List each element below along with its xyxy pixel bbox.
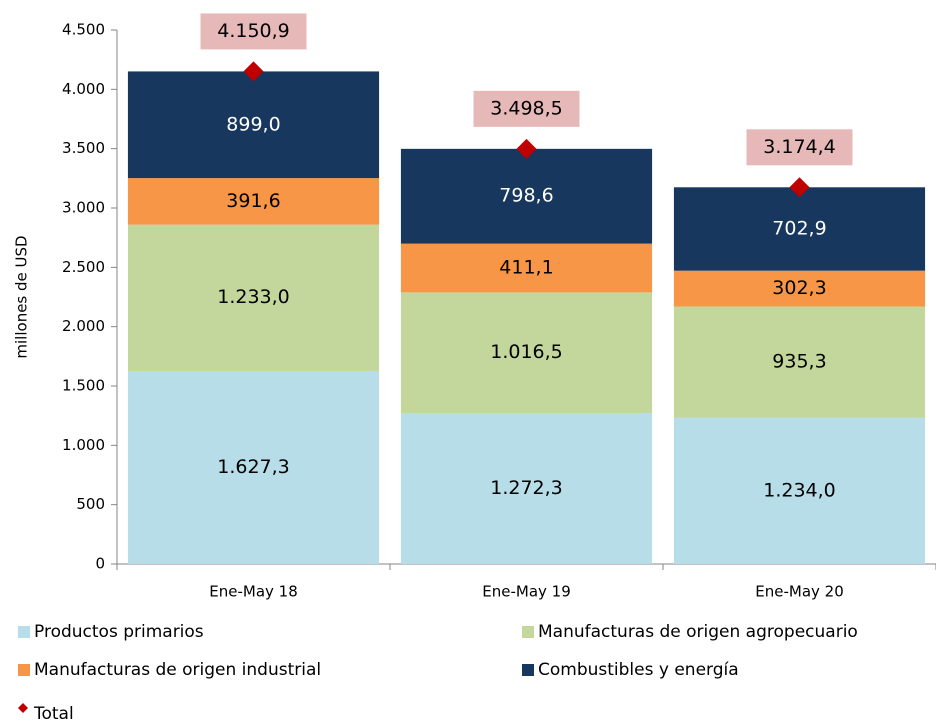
legend-label: Combustibles y energía (538, 660, 739, 680)
data-label: 411,1 (499, 257, 553, 279)
data-label: 1.016,5 (490, 341, 563, 363)
y-tick-label: 4.500 (62, 21, 105, 39)
y-tick-label: 1.500 (62, 377, 105, 395)
bar-segment (673, 187, 926, 271)
legend-swatch (522, 626, 534, 638)
total-marker (516, 138, 537, 159)
y-axis-label: millones de USD (13, 235, 31, 358)
legend-label: Productos primarios (34, 622, 204, 642)
bar-segment (400, 413, 653, 564)
bar-segment (400, 292, 653, 414)
data-label: 899,0 (226, 113, 280, 135)
legend-label: Total (33, 704, 74, 723)
data-label: 1.627,3 (217, 456, 290, 478)
data-label: 1.272,3 (490, 477, 563, 499)
y-tick-label: 1.000 (62, 436, 105, 454)
total-label-box (746, 129, 853, 166)
bar-segment (673, 417, 926, 564)
total-label-box (473, 90, 580, 127)
bar-segment (127, 370, 380, 564)
data-label: 1.233,0 (217, 286, 290, 308)
data-label: 391,6 (226, 190, 280, 212)
data-label: 798,6 (499, 185, 553, 207)
legend-marker (18, 703, 28, 713)
y-tick-label: 2.000 (62, 317, 105, 335)
bar-segment (673, 270, 926, 307)
legend-swatch (18, 626, 30, 638)
data-label: 1.234,0 (763, 479, 836, 501)
data-label: 935,3 (772, 351, 826, 373)
legend-swatch (522, 664, 534, 676)
y-tick-label: 2.500 (62, 258, 105, 276)
bar-segment (400, 148, 653, 244)
bar-segment (127, 178, 380, 225)
total-label: 4.150,9 (217, 20, 290, 42)
data-label: 302,3 (772, 277, 826, 299)
total-label-box (200, 13, 307, 50)
y-tick-label: 500 (76, 495, 105, 513)
total-label: 3.498,5 (490, 97, 563, 119)
x-tick-label: Ene-May 20 (755, 583, 844, 601)
total-label: 3.174,4 (763, 136, 836, 158)
bar-segment (127, 71, 380, 179)
total-marker (789, 177, 810, 198)
bar-segment (673, 306, 926, 418)
legend-label: Manufacturas de origen agropecuario (538, 622, 858, 642)
x-tick-label: Ene-May 18 (209, 583, 298, 601)
y-tick-label: 3.500 (62, 139, 105, 157)
x-tick-label: Ene-May 19 (482, 583, 571, 601)
total-marker (243, 61, 264, 82)
data-label: 702,9 (772, 217, 826, 239)
y-tick-label: 3.000 (62, 199, 105, 217)
y-tick-label: 4.000 (62, 80, 105, 98)
bar-segment (127, 224, 380, 371)
legend-label: Manufacturas de origen industrial (34, 660, 321, 680)
y-tick-label: 0 (95, 555, 105, 573)
legend-swatch (18, 664, 30, 676)
bar-segment (400, 243, 653, 293)
